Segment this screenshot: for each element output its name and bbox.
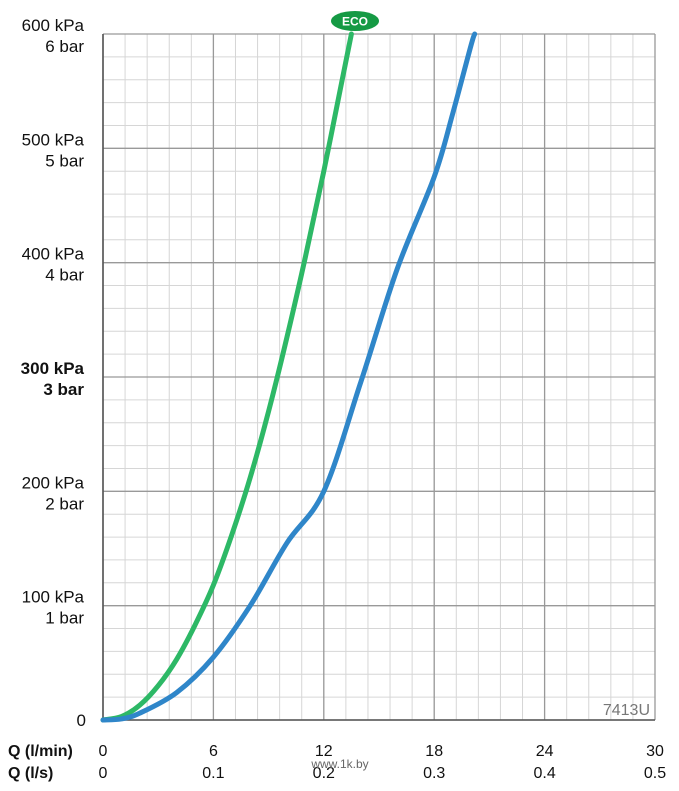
series-layer bbox=[100, 31, 478, 723]
eco-badge-background bbox=[331, 11, 379, 31]
model-code: 7413U bbox=[603, 702, 650, 719]
x-axis-title-ls: Q (l/s) bbox=[8, 765, 53, 782]
y-tick-label-bar: 6 bar bbox=[45, 37, 84, 56]
y-tick-label-bar: 4 bar bbox=[45, 266, 84, 285]
y-tick-label-bar: 3 bar bbox=[43, 380, 84, 399]
y-tick-label-kpa: 100 kPa bbox=[22, 588, 85, 607]
x-tick-label-lmin: 6 bbox=[209, 743, 218, 760]
y-tick-label-bar: 1 bar bbox=[45, 609, 84, 628]
x-tick-label-lmin: 12 bbox=[315, 743, 333, 760]
y-tick-label-kpa: 400 kPa bbox=[22, 245, 85, 264]
y-tick-label-kpa: 500 kPa bbox=[22, 130, 85, 149]
y-tick-label: 0 bbox=[77, 711, 86, 730]
watermark-text: www.1k.by bbox=[310, 757, 368, 771]
x-tick-label-ls: 0.4 bbox=[533, 765, 555, 782]
x-tick-label-ls: 0.2 bbox=[313, 765, 335, 782]
x-tick-label-ls: 0.5 bbox=[644, 765, 666, 782]
x-axis-title-lmin: Q (l/min) bbox=[8, 743, 73, 760]
eco-badge: ECO bbox=[331, 11, 379, 31]
y-tick-label-kpa: 300 kPa bbox=[21, 359, 85, 378]
major-grid bbox=[102, 33, 656, 721]
x-tick-label-ls: 0.3 bbox=[423, 765, 445, 782]
x-tick-label-ls: 0 bbox=[99, 765, 108, 782]
y-tick-label-kpa: 200 kPa bbox=[22, 473, 85, 492]
x-tick-label-lmin: 24 bbox=[536, 743, 554, 760]
series-line-eco bbox=[100, 31, 354, 723]
series-line-standard bbox=[100, 31, 478, 723]
y-tick-label-bar: 5 bar bbox=[45, 151, 84, 170]
y-tick-label-bar: 2 bar bbox=[45, 494, 84, 513]
x-tick-label-lmin: 18 bbox=[425, 743, 443, 760]
x-tick-label-lmin: 30 bbox=[646, 743, 664, 760]
x-tick-label-lmin: 0 bbox=[99, 743, 108, 760]
eco-badge-label: ECO bbox=[342, 15, 368, 29]
x-tick-label-ls: 0.1 bbox=[202, 765, 224, 782]
x-axis-labels: 0 0 6 0.1 12 0.2 18 0.3 24 0.4 30 0.5 bbox=[99, 743, 667, 782]
y-axis-labels: 0 100 kPa 1 bar 200 kPa 2 bar 300 kPa 3 bar 400… bbox=[21, 16, 86, 730]
y-tick-label-kpa: 600 kPa bbox=[22, 16, 85, 35]
